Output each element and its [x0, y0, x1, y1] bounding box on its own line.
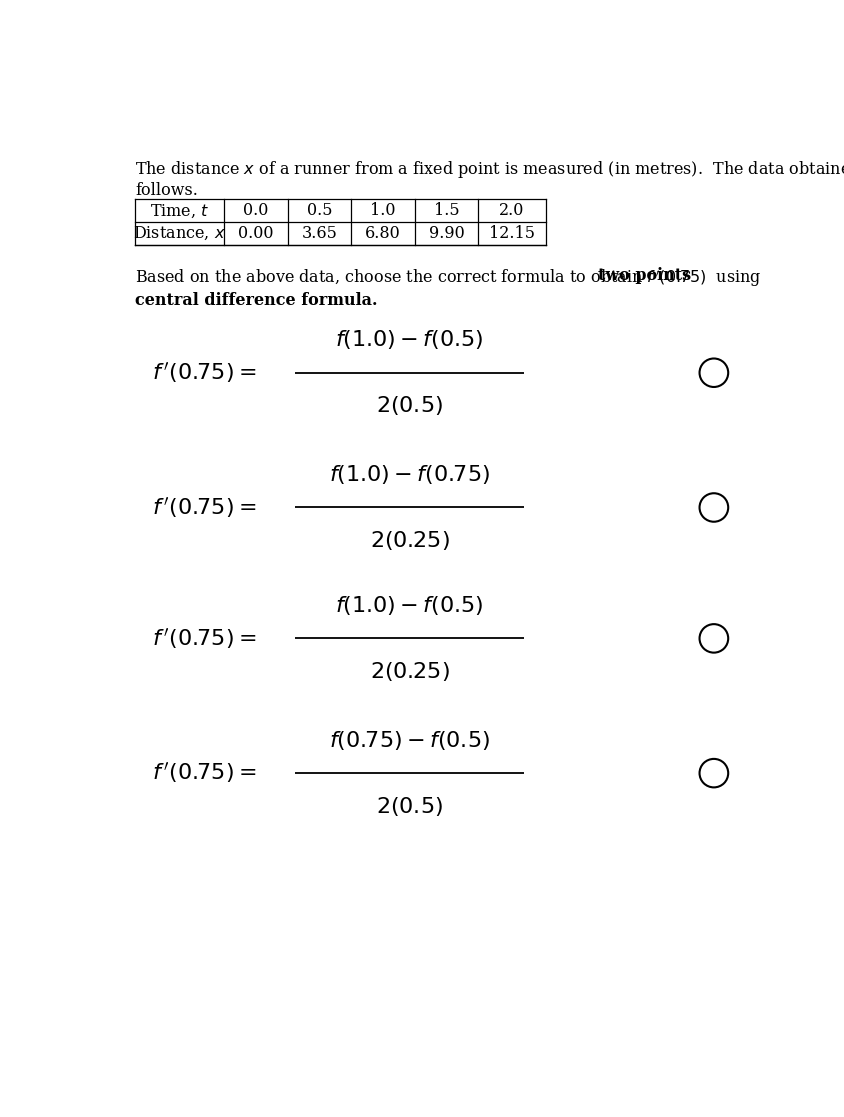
Text: two points: two points — [598, 267, 690, 284]
Text: Based on the above data, choose the correct formula to obtain $f\,'(0.75)$  usin: Based on the above data, choose the corr… — [135, 267, 762, 288]
Text: 0.00: 0.00 — [238, 225, 273, 242]
Text: $f(1.0) - f(0.75)$: $f(1.0) - f(0.75)$ — [329, 462, 490, 486]
Text: $f(1.0) - f(0.5)$: $f(1.0) - f(0.5)$ — [335, 328, 484, 351]
Text: 3.65: 3.65 — [301, 225, 338, 242]
Text: $2(0.5)$: $2(0.5)$ — [376, 794, 443, 818]
Text: $2(0.25)$: $2(0.25)$ — [370, 660, 450, 682]
Text: 6.80: 6.80 — [365, 225, 401, 242]
Text: $2(0.25)$: $2(0.25)$ — [370, 529, 450, 552]
Text: central difference formula.: central difference formula. — [135, 292, 377, 309]
Text: 9.90: 9.90 — [429, 225, 464, 242]
Text: $f\,'(0.75) =$: $f\,'(0.75) =$ — [152, 627, 257, 650]
Text: $f(1.0) - f(0.5)$: $f(1.0) - f(0.5)$ — [335, 594, 484, 617]
Text: 0.0: 0.0 — [243, 202, 268, 219]
Text: 2.0: 2.0 — [500, 202, 525, 219]
Text: $f\,'(0.75) =$: $f\,'(0.75) =$ — [152, 361, 257, 385]
Text: 0.5: 0.5 — [306, 202, 333, 219]
Text: 1.0: 1.0 — [371, 202, 396, 219]
Text: Time, $t$: Time, $t$ — [150, 202, 209, 220]
Text: Distance, $x$: Distance, $x$ — [133, 225, 226, 242]
Text: $f\,'(0.75) =$: $f\,'(0.75) =$ — [152, 761, 257, 785]
Text: 1.5: 1.5 — [434, 202, 459, 219]
Text: follows.: follows. — [135, 182, 197, 199]
Text: 12.15: 12.15 — [489, 225, 535, 242]
Text: $f\,'(0.75) =$: $f\,'(0.75) =$ — [152, 495, 257, 519]
Text: $f(0.75) - f(0.5)$: $f(0.75) - f(0.5)$ — [329, 728, 490, 752]
Text: The distance $x$ of a runner from a fixed point is measured (in metres).  The da: The distance $x$ of a runner from a fixe… — [135, 159, 844, 180]
Text: $2(0.5)$: $2(0.5)$ — [376, 394, 443, 418]
